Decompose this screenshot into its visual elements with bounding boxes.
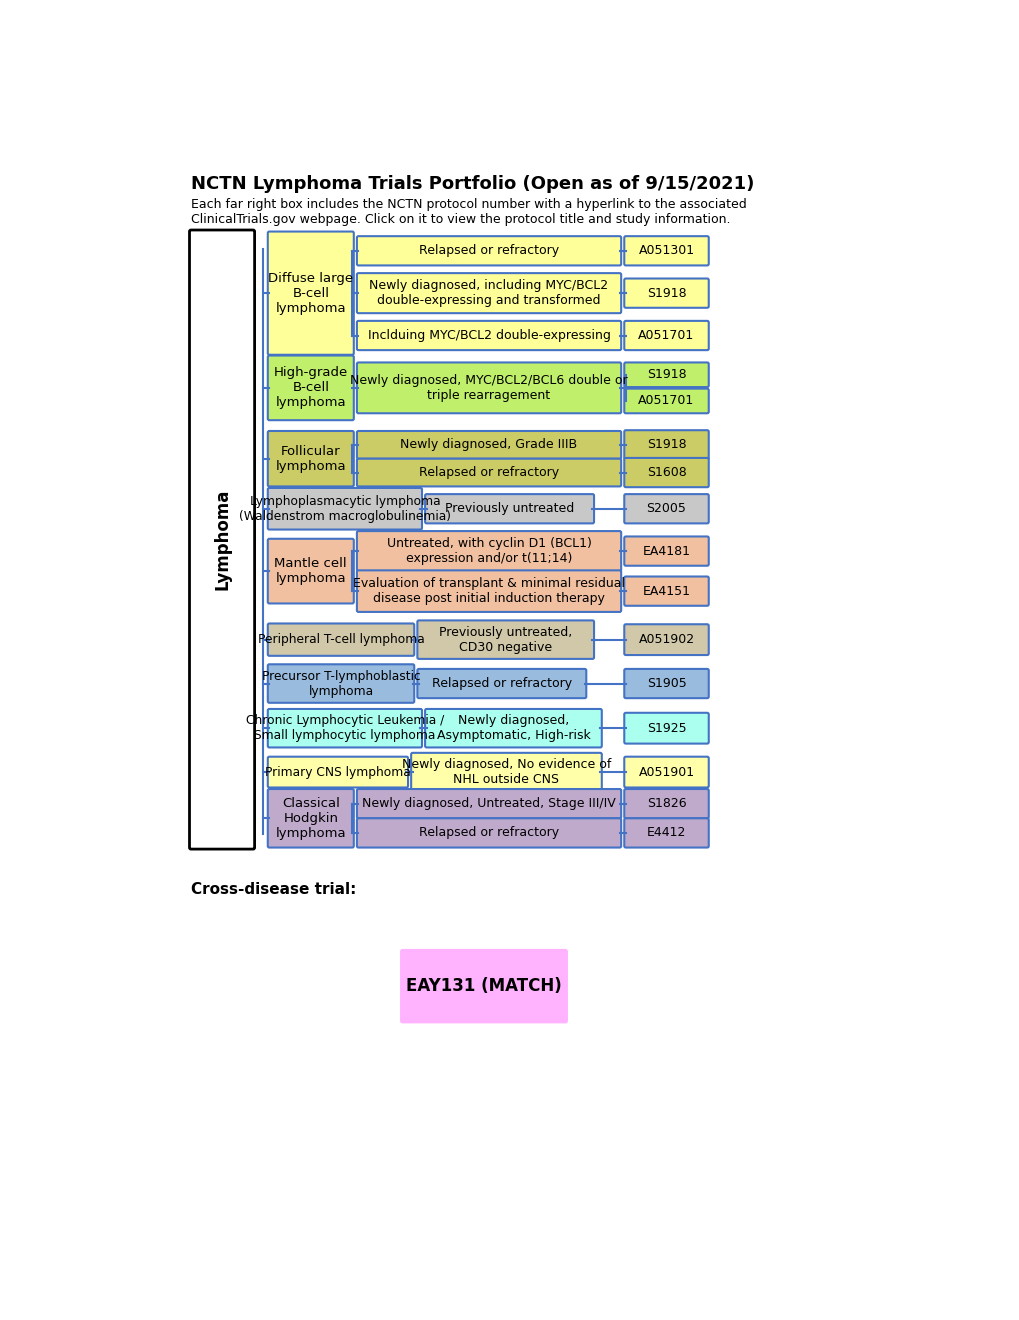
FancyBboxPatch shape (190, 230, 255, 849)
Text: EAY131 (MATCH): EAY131 (MATCH) (406, 977, 561, 995)
FancyBboxPatch shape (357, 531, 621, 572)
FancyBboxPatch shape (268, 539, 354, 603)
Text: S2005: S2005 (646, 502, 686, 515)
FancyBboxPatch shape (425, 494, 593, 524)
FancyBboxPatch shape (268, 709, 422, 747)
Text: Cross-disease trial:: Cross-disease trial: (191, 882, 356, 898)
FancyBboxPatch shape (357, 459, 621, 487)
Text: S1905: S1905 (646, 677, 686, 690)
FancyBboxPatch shape (425, 709, 601, 747)
Text: EA4181: EA4181 (642, 545, 690, 557)
Text: High-grade
B-cell
lymphoma: High-grade B-cell lymphoma (273, 367, 347, 409)
FancyBboxPatch shape (357, 818, 621, 847)
Text: Chronic Lymphocytic Leukemia /
Small lymphocytic lymphoma: Chronic Lymphocytic Leukemia / Small lym… (246, 714, 443, 742)
Text: Newly diagnosed, Untreated, Stage III/IV: Newly diagnosed, Untreated, Stage III/IV (362, 797, 615, 810)
FancyBboxPatch shape (357, 273, 621, 313)
FancyBboxPatch shape (357, 430, 621, 459)
FancyBboxPatch shape (268, 664, 414, 702)
FancyBboxPatch shape (624, 536, 708, 566)
Text: Relapsed or refractory: Relapsed or refractory (419, 466, 558, 479)
FancyBboxPatch shape (624, 789, 708, 818)
Text: Newly diagnosed, MYC/BCL2/BCL6 double or
triple rearragement: Newly diagnosed, MYC/BCL2/BCL6 double or… (350, 374, 628, 401)
Text: A051902: A051902 (638, 634, 694, 647)
FancyBboxPatch shape (417, 620, 593, 659)
Text: A051901: A051901 (638, 766, 694, 779)
Text: Inclduing MYC/BCL2 double-expressing: Inclduing MYC/BCL2 double-expressing (367, 329, 610, 342)
FancyBboxPatch shape (624, 577, 708, 606)
FancyBboxPatch shape (268, 355, 354, 420)
Text: S1608: S1608 (646, 466, 686, 479)
Text: EA4151: EA4151 (642, 585, 690, 598)
FancyBboxPatch shape (624, 756, 708, 788)
FancyBboxPatch shape (268, 623, 414, 656)
FancyBboxPatch shape (624, 624, 708, 655)
FancyBboxPatch shape (624, 494, 708, 524)
Text: Previously untreated,
CD30 negative: Previously untreated, CD30 negative (438, 626, 572, 653)
Text: Newly diagnosed, including MYC/BCL2
double-expressing and transformed: Newly diagnosed, including MYC/BCL2 doub… (369, 279, 608, 308)
Text: Previously untreated: Previously untreated (444, 502, 574, 515)
FancyBboxPatch shape (268, 430, 354, 487)
FancyBboxPatch shape (357, 363, 621, 413)
FancyBboxPatch shape (624, 430, 708, 459)
FancyBboxPatch shape (357, 321, 621, 350)
Text: A051701: A051701 (638, 395, 694, 408)
Text: Evaluation of transplant & minimal residual
disease post initial induction thera: Evaluation of transplant & minimal resid… (353, 577, 625, 605)
FancyBboxPatch shape (411, 752, 601, 792)
Text: Relapsed or refractory: Relapsed or refractory (431, 677, 572, 690)
FancyBboxPatch shape (624, 713, 708, 743)
Text: S1925: S1925 (646, 722, 686, 735)
Text: Lymphoplasmacytic lymphoma
(Waldenstrom macroglobulinemia): Lymphoplasmacytic lymphoma (Waldenstrom … (238, 495, 450, 523)
Text: Peripheral T-cell lymphoma: Peripheral T-cell lymphoma (258, 634, 424, 647)
Text: Diffuse large
B-cell
lymphoma: Diffuse large B-cell lymphoma (268, 272, 353, 314)
FancyBboxPatch shape (268, 488, 422, 529)
Text: E4412: E4412 (646, 826, 686, 840)
FancyBboxPatch shape (624, 363, 708, 387)
FancyBboxPatch shape (624, 279, 708, 308)
Text: Untreated, with cyclin D1 (BCL1)
expression and/or t(11;14): Untreated, with cyclin D1 (BCL1) express… (386, 537, 591, 565)
Text: Lymphoma: Lymphoma (213, 488, 231, 590)
FancyBboxPatch shape (357, 789, 621, 818)
Text: NCTN Lymphoma Trials Portfolio (Open as of 9/15/2021): NCTN Lymphoma Trials Portfolio (Open as … (191, 176, 754, 193)
FancyBboxPatch shape (357, 236, 621, 265)
Text: Classical
Hodgkin
lymphoma: Classical Hodgkin lymphoma (275, 797, 345, 840)
Text: Primary CNS lymphoma: Primary CNS lymphoma (265, 766, 411, 779)
Text: Each far right box includes the NCTN protocol number with a hyperlink to the ass: Each far right box includes the NCTN pro… (191, 198, 746, 227)
Text: S1918: S1918 (646, 368, 686, 381)
FancyBboxPatch shape (624, 321, 708, 350)
Text: A051301: A051301 (638, 244, 694, 257)
Text: A051701: A051701 (638, 329, 694, 342)
FancyBboxPatch shape (357, 570, 621, 612)
Text: Follicular
lymphoma: Follicular lymphoma (275, 445, 345, 473)
FancyBboxPatch shape (268, 756, 408, 788)
Text: Relapsed or refractory: Relapsed or refractory (419, 244, 558, 257)
Text: Mantle cell
lymphoma: Mantle cell lymphoma (274, 557, 346, 585)
FancyBboxPatch shape (624, 458, 708, 487)
Text: Newly diagnosed,
Asymptomatic, High-risk: Newly diagnosed, Asymptomatic, High-risk (436, 714, 590, 742)
FancyBboxPatch shape (400, 950, 567, 1022)
FancyBboxPatch shape (624, 388, 708, 413)
Text: Precursor T-lymphoblastic
lymphoma: Precursor T-lymphoblastic lymphoma (262, 669, 420, 697)
FancyBboxPatch shape (624, 669, 708, 698)
Text: Relapsed or refractory: Relapsed or refractory (419, 826, 558, 840)
Text: S1826: S1826 (646, 797, 686, 810)
FancyBboxPatch shape (624, 818, 708, 847)
Text: S1918: S1918 (646, 286, 686, 300)
Text: Newly diagnosed, No evidence of
NHL outside CNS: Newly diagnosed, No evidence of NHL outs… (401, 758, 610, 787)
FancyBboxPatch shape (417, 669, 586, 698)
FancyBboxPatch shape (268, 231, 354, 355)
Text: Newly diagnosed, Grade IIIB: Newly diagnosed, Grade IIIB (400, 438, 577, 451)
Text: S1918: S1918 (646, 438, 686, 451)
FancyBboxPatch shape (268, 789, 354, 847)
FancyBboxPatch shape (624, 236, 708, 265)
